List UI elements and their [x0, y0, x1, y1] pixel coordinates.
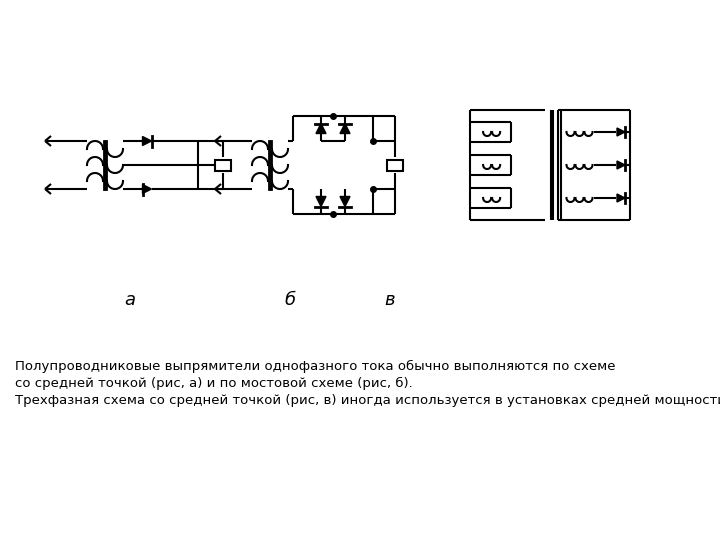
Text: а: а	[125, 291, 135, 309]
Bar	[215, 159, 231, 171]
Text: в: в	[384, 291, 395, 309]
Polygon shape	[617, 128, 625, 136]
Polygon shape	[143, 185, 151, 193]
Text: б: б	[284, 291, 296, 309]
Text: со средней точкой (рис, а) и по мостовой схеме (рис, б).: со средней точкой (рис, а) и по мостовой…	[15, 377, 413, 390]
Text: Трехфазная схема со средней точкой (рис, в) иногда используется в установках сре: Трехфазная схема со средней точкой (рис,…	[15, 394, 720, 407]
Bar	[387, 159, 403, 171]
Polygon shape	[340, 124, 350, 133]
Polygon shape	[340, 197, 350, 206]
Polygon shape	[617, 194, 625, 202]
Polygon shape	[316, 197, 326, 206]
Polygon shape	[143, 137, 151, 145]
Text: Полупроводниковые выпрямители однофазного тока обычно выполняются по схеме: Полупроводниковые выпрямители однофазног…	[15, 360, 616, 373]
Polygon shape	[617, 161, 625, 169]
Polygon shape	[316, 124, 326, 133]
